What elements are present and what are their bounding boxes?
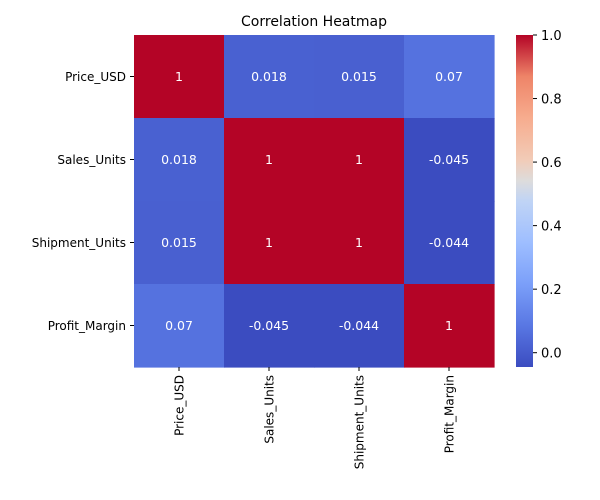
cell-value-label: -0.044: [429, 235, 469, 250]
colorbar: 0.0 0.2 0.4 0.6 0.8 1.0: [516, 29, 562, 367]
heatmap-cell: [314, 35, 405, 119]
heatmap-cell-labels: 1 0.018 0.015 0.07 0.018 1 1 -0.045 0.015 1 1 -0.04…: [161, 69, 469, 333]
y-tick-label: Sales_Units: [57, 153, 126, 167]
colorbar-gradient: [516, 35, 533, 367]
cell-value-label: 1: [265, 235, 273, 250]
heatmap-cell: [314, 284, 405, 368]
heatmap-cell: [224, 35, 315, 119]
heatmap-cell: [224, 284, 315, 368]
y-tick-label: Profit_Margin: [48, 319, 126, 333]
heatmap-cell: [404, 35, 495, 119]
colorbar-tick-label: 0.2: [541, 283, 562, 298]
cell-value-label: 0.015: [341, 69, 377, 84]
cell-value-label: -0.045: [249, 318, 289, 333]
cell-value-label: 1: [355, 235, 363, 250]
heatmap-cell: [314, 118, 405, 202]
cell-value-label: 0.07: [435, 69, 463, 84]
cell-value-label: 1: [265, 152, 273, 167]
x-tick-label: Sales_Units: [263, 375, 277, 444]
cell-value-label: 1: [175, 69, 183, 84]
chart-title: Correlation Heatmap: [241, 14, 387, 30]
x-tick-label: Profit_Margin: [443, 375, 457, 453]
heatmap-cell: [134, 201, 225, 285]
x-axis: Price_USD Sales_Units Shipment_Units Profit…: [173, 367, 457, 469]
heatmap-cell: [404, 284, 495, 368]
colorbar-tick-label: 0.0: [541, 347, 562, 362]
cell-value-label: 0.018: [161, 152, 197, 167]
y-tick-label: Price_USD: [65, 70, 126, 84]
colorbar-tick-label: 0.8: [541, 93, 562, 108]
cell-value-label: 0.07: [165, 318, 193, 333]
cell-value-label: -0.044: [339, 318, 379, 333]
heatmap-cell: [134, 284, 225, 368]
heatmap-cell: [404, 118, 495, 202]
cell-value-label: 1: [355, 152, 363, 167]
colorbar-tick-label: 0.6: [541, 156, 562, 171]
heatmap-cell: [134, 35, 225, 119]
cell-value-label: 1: [445, 318, 453, 333]
x-tick-label: Shipment_Units: [353, 375, 367, 469]
colorbar-tick-label: 1.0: [541, 29, 562, 44]
x-tick-label: Price_USD: [173, 375, 187, 436]
heatmap-cell: [404, 201, 495, 285]
cell-value-label: 0.018: [251, 69, 287, 84]
heatmap-cell: [134, 118, 225, 202]
y-tick-label: Shipment_Units: [32, 236, 126, 250]
heatmap-cells: [134, 35, 495, 368]
heatmap-cell: [224, 118, 315, 202]
heatmap-cell: [314, 201, 405, 285]
colorbar-tick-label: 0.4: [541, 220, 562, 235]
y-axis: Price_USD Sales_Units Shipment_Units Profit…: [32, 70, 134, 333]
cell-value-label: 0.015: [161, 235, 197, 250]
cell-value-label: -0.045: [429, 152, 469, 167]
heatmap-cell: [224, 201, 315, 285]
